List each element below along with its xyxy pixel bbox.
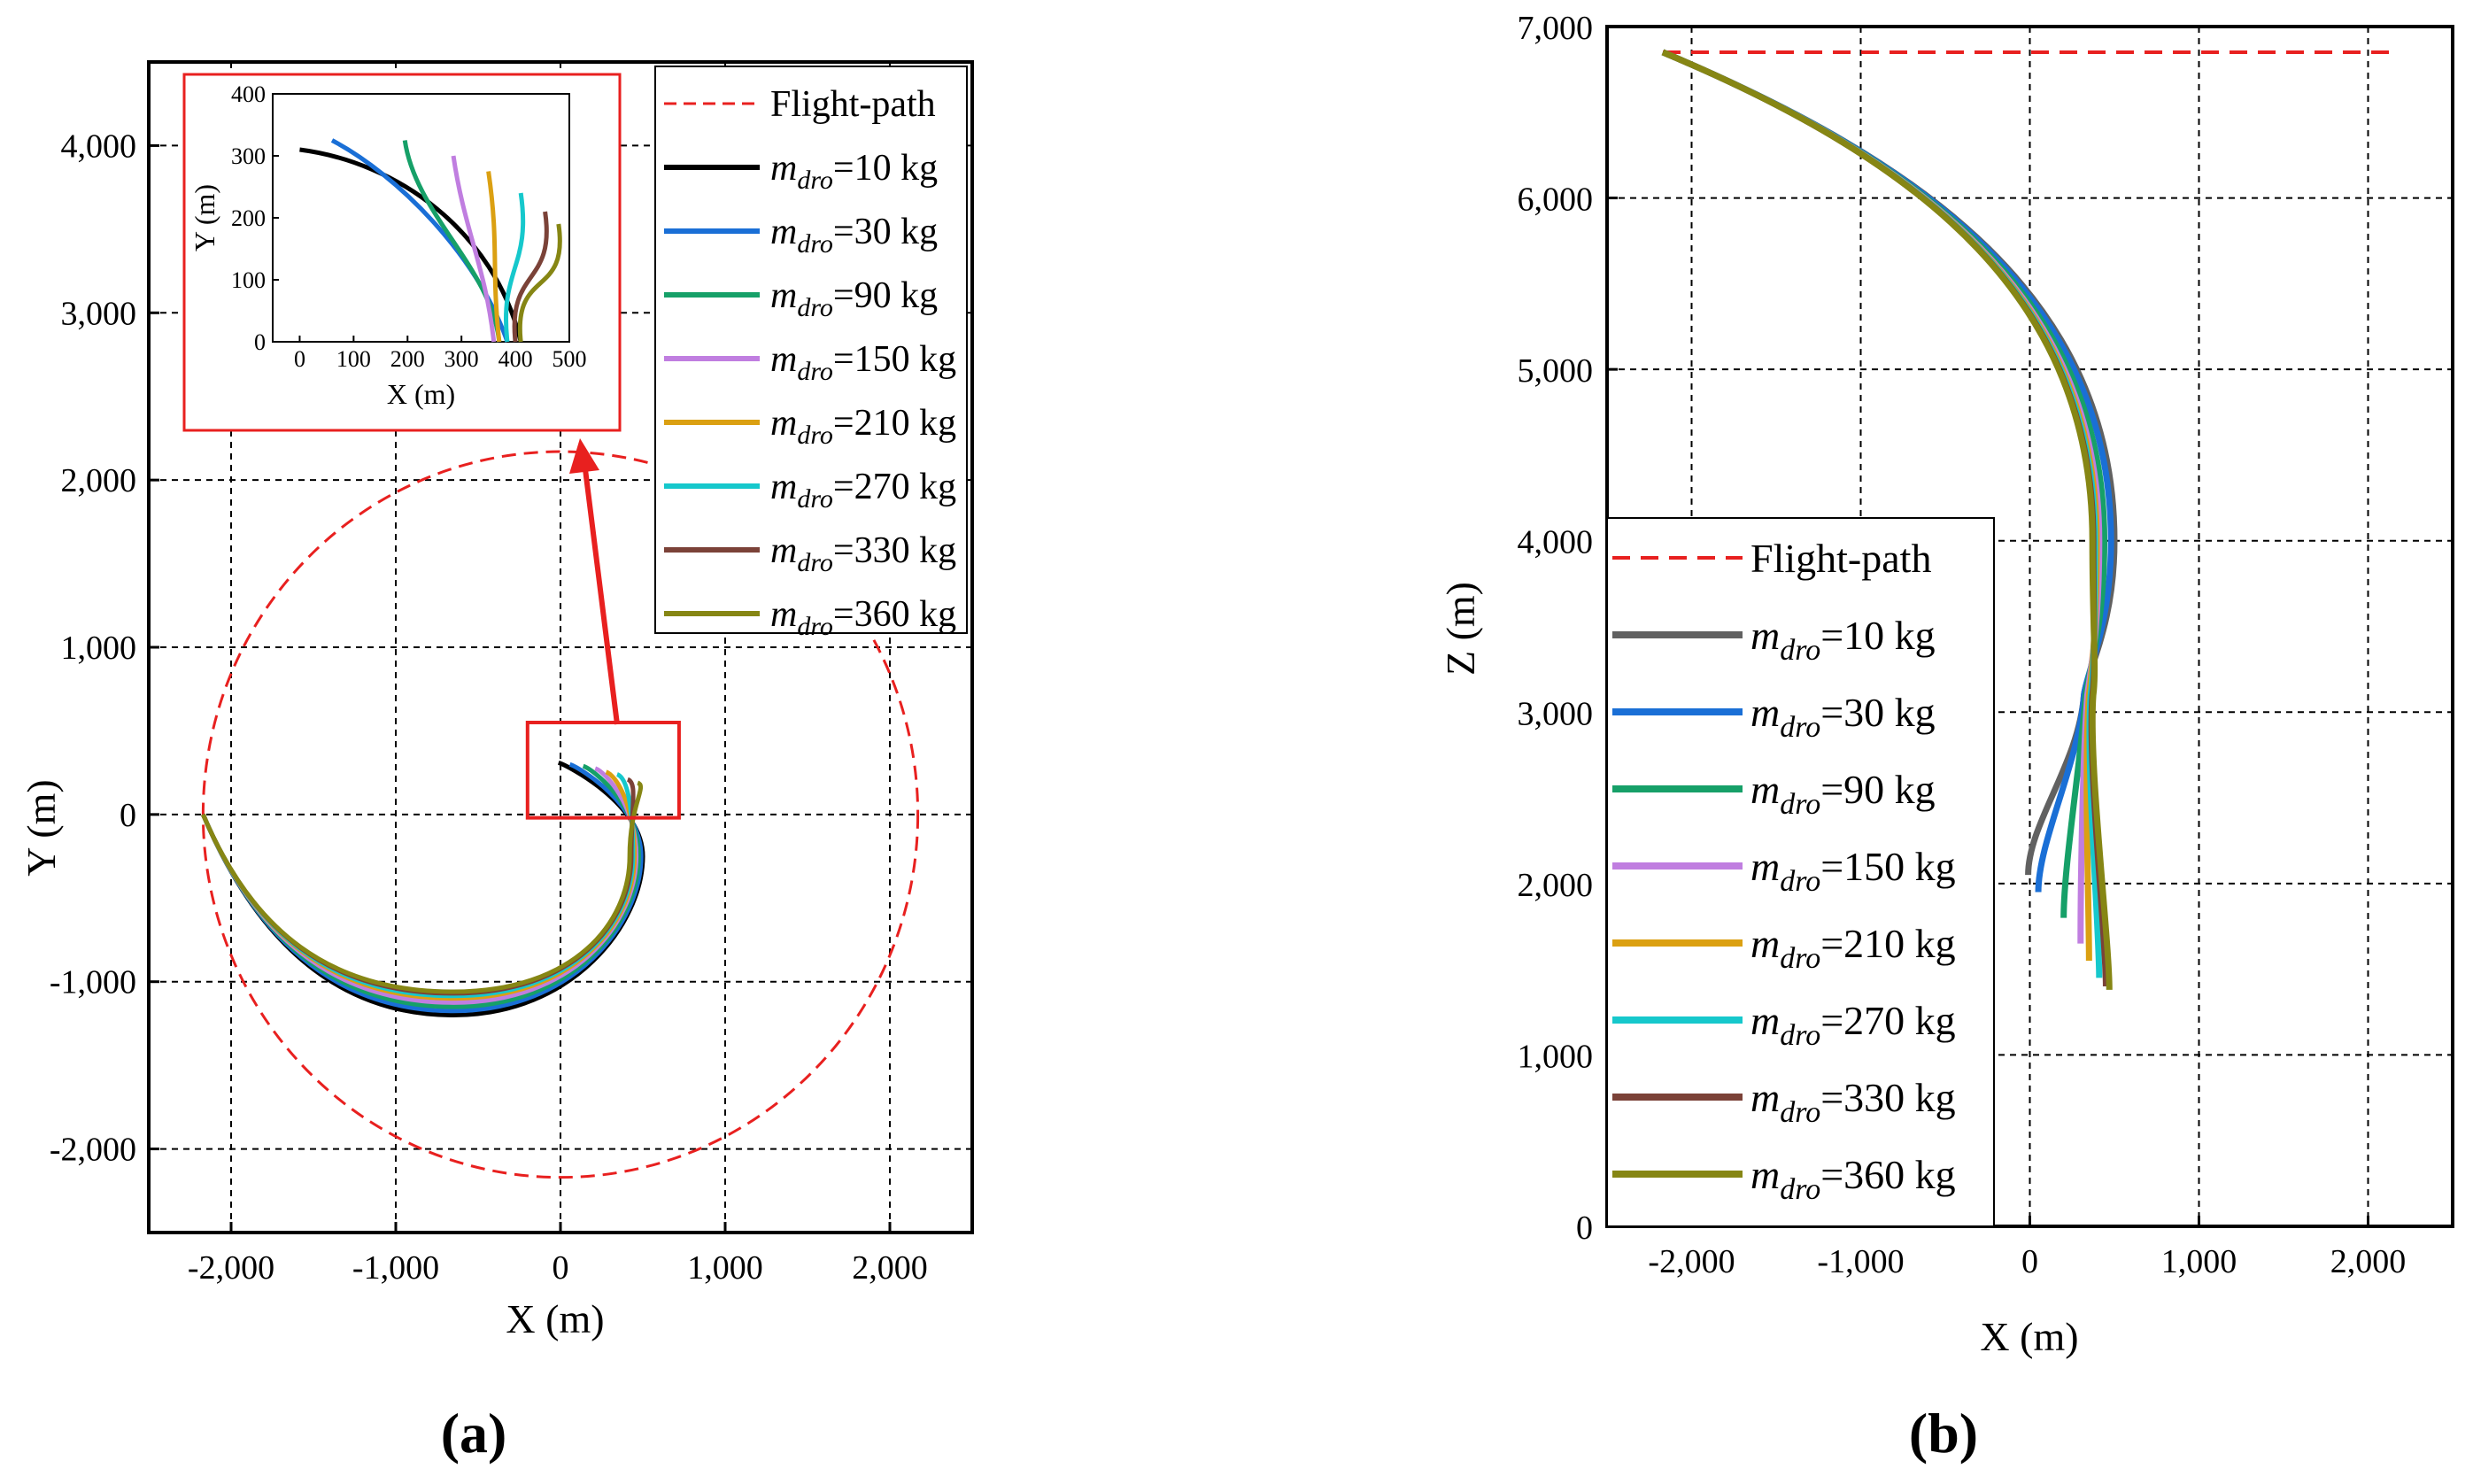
b-legend-label: mdro=90 kg bbox=[1750, 767, 1936, 821]
a-y-tick-label: 2,000 bbox=[61, 462, 137, 499]
a-y-tick-label: 0 bbox=[120, 797, 136, 834]
a-x-tick-label: 1,000 bbox=[687, 1249, 763, 1287]
a-inset-y-tick-label: 100 bbox=[231, 267, 266, 293]
a-y-tick-label: 4,000 bbox=[61, 128, 137, 165]
a-inset-y-tick-label: 400 bbox=[231, 81, 266, 107]
b-legend-label: mdro=210 kg bbox=[1750, 921, 1956, 975]
a-legend-label: mdro=360 kg bbox=[770, 594, 956, 641]
b-x-tick-label: -2,000 bbox=[1648, 1243, 1735, 1280]
a-inset-chart: 0 100 200 300 400 500 0 100 200 300 400 X (m) Y (m) bbox=[182, 73, 622, 432]
a-inset-y-tick-label: 300 bbox=[231, 143, 266, 169]
b-y-tick-label: 3,000 bbox=[1518, 695, 1594, 732]
a-zoom-region bbox=[525, 720, 681, 820]
a-inset-curve bbox=[512, 211, 549, 343]
a-inset-y-tick-label: 0 bbox=[254, 329, 266, 355]
a-inset-curve bbox=[486, 171, 502, 343]
b-legend-label: mdro=30 kg bbox=[1750, 690, 1936, 744]
a-inset-curve bbox=[504, 192, 526, 343]
panel-b-label: (b) bbox=[1909, 1402, 1978, 1465]
b-y-tick-label: 1,000 bbox=[1518, 1038, 1594, 1075]
b-legend-label: mdro=330 kg bbox=[1750, 1075, 1956, 1129]
a-ticks: -2,000 -1,000 0 1,000 2,000 -2,000 -1,000 0 1,00… bbox=[50, 128, 928, 1287]
a-zoom-box bbox=[525, 438, 681, 820]
a-x-tick-label: -1,000 bbox=[352, 1249, 439, 1287]
a-legend-label: Flight-path bbox=[770, 84, 936, 125]
b-legend: Flight-path mdro=10 kg mdro=30 kg mdro=90 k… bbox=[1606, 517, 1995, 1227]
a-legend-label: mdro=90 kg bbox=[770, 275, 938, 322]
a-legend-label: mdro=30 kg bbox=[770, 212, 938, 259]
a-inset-curve bbox=[451, 155, 497, 343]
a-inset-x-tick-label: 0 bbox=[294, 346, 305, 372]
a-legend: Flight-path mdro=10 kg mdro=30 kg mdro=90 k… bbox=[654, 66, 968, 641]
a-trajectory-90kg bbox=[201, 763, 641, 1009]
a-inset-y-label: Y (m) bbox=[189, 184, 220, 251]
a-y-tick-label: -1,000 bbox=[50, 964, 136, 1001]
b-y-tick-label: 7,000 bbox=[1518, 10, 1594, 47]
panel-b: -2,000 -1,000 0 1,000 2,000 0 1,000 2,000 3,000 4… bbox=[1438, 10, 2454, 1465]
b-y-tick-label: 2,000 bbox=[1518, 867, 1594, 904]
b-legend-label: Flight-path bbox=[1750, 536, 1931, 581]
a-inset-x-tick-label: 400 bbox=[498, 346, 533, 372]
b-trajectory-360kg bbox=[1661, 49, 2113, 990]
a-legend-label: mdro=210 kg bbox=[770, 403, 956, 450]
a-y-axis-label: Y (m) bbox=[19, 779, 64, 876]
b-x-tick-label: 0 bbox=[2021, 1243, 2038, 1280]
a-legend-box bbox=[654, 66, 968, 634]
b-x-tick-label: -1,000 bbox=[1817, 1243, 1904, 1280]
a-inset-curve bbox=[402, 140, 502, 343]
a-inset-curve bbox=[517, 223, 562, 343]
b-x-tick-label: 2,000 bbox=[2330, 1243, 2407, 1280]
b-y-axis-label: Z (m) bbox=[1438, 582, 1483, 676]
a-inset-x-label: X (m) bbox=[387, 378, 455, 410]
b-legend-label: mdro=270 kg bbox=[1750, 998, 1956, 1052]
b-x-tick-label: 1,000 bbox=[2161, 1243, 2237, 1280]
a-inset-x-tick-label: 500 bbox=[553, 346, 587, 372]
b-y-tick-label: 5,000 bbox=[1518, 352, 1594, 390]
a-x-tick-label: 2,000 bbox=[852, 1249, 928, 1287]
a-trajectory-360kg bbox=[201, 780, 644, 994]
a-inset-x-tick-label: 100 bbox=[336, 346, 371, 372]
b-legend-label: mdro=360 kg bbox=[1750, 1152, 1956, 1206]
a-legend-label: mdro=330 kg bbox=[770, 530, 956, 577]
a-legend-label: mdro=270 kg bbox=[770, 467, 956, 514]
panel-a-label: (a) bbox=[441, 1402, 507, 1465]
b-y-tick-label: 4,000 bbox=[1518, 524, 1594, 561]
a-inset-x-tick-label: 200 bbox=[390, 346, 425, 372]
a-x-tick-label: 0 bbox=[553, 1249, 569, 1287]
b-ticks: -2,000 -1,000 0 1,000 2,000 0 1,000 2,000 3,000 4… bbox=[1518, 10, 2407, 1280]
a-y-tick-label: 1,000 bbox=[61, 630, 137, 667]
a-x-tick-label: -2,000 bbox=[188, 1249, 274, 1287]
a-y-tick-label: 3,000 bbox=[61, 295, 137, 332]
a-legend-label: mdro=10 kg bbox=[770, 148, 938, 195]
a-zoom-arrow-head bbox=[569, 438, 599, 474]
a-legend-label: mdro=150 kg bbox=[770, 339, 956, 386]
a-zoom-arrow bbox=[583, 468, 620, 725]
b-legend-label: mdro=150 kg bbox=[1750, 844, 1956, 898]
b-x-axis-label: X (m) bbox=[1980, 1314, 2078, 1359]
b-legend-label: mdro=10 kg bbox=[1750, 613, 1936, 667]
a-series-group bbox=[201, 760, 645, 1017]
a-inset-x-tick-label: 300 bbox=[444, 346, 479, 372]
a-x-axis-label: X (m) bbox=[506, 1296, 604, 1341]
b-y-tick-label: 6,000 bbox=[1518, 182, 1594, 219]
panel-a: -2,000 -1,000 0 1,000 2,000 -2,000 -1,000 0 1,00… bbox=[19, 60, 974, 1465]
a-trajectory-10kg bbox=[201, 760, 645, 1017]
b-series-group bbox=[1661, 49, 2118, 990]
b-y-tick-label: 0 bbox=[1576, 1210, 1593, 1247]
a-y-tick-label: -2,000 bbox=[50, 1132, 136, 1169]
a-inset-y-tick-label: 200 bbox=[231, 205, 266, 231]
a-trajectory-30kg bbox=[201, 761, 644, 1014]
